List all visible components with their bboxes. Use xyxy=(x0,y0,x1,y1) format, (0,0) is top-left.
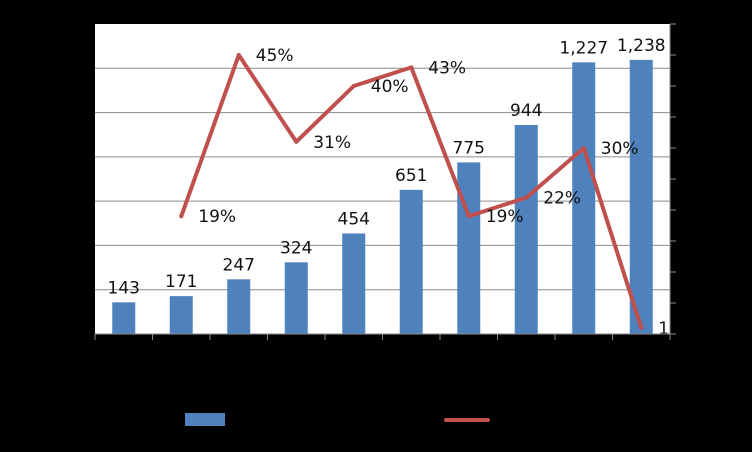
line-point xyxy=(639,325,644,330)
bar-data-label: 454 xyxy=(338,209,370,229)
bar xyxy=(514,124,538,334)
line-data-label: 43% xyxy=(428,58,466,78)
bar-data-label: 143 xyxy=(108,278,140,298)
line-data-label: 31% xyxy=(313,133,351,153)
bar xyxy=(629,59,653,334)
bar-data-label: 944 xyxy=(510,101,542,121)
legend xyxy=(185,413,490,426)
bar-data-label: 324 xyxy=(280,238,312,258)
line-data-label: 1 xyxy=(658,319,669,339)
line-point xyxy=(236,53,241,57)
bar-data-label: 1,238 xyxy=(617,36,666,56)
line-data-label: 30% xyxy=(601,139,639,159)
bar-data-label: 171 xyxy=(165,272,197,292)
line-data-label: 19% xyxy=(486,207,524,227)
bar xyxy=(112,302,136,334)
line-data-label: 19% xyxy=(198,207,236,227)
bar xyxy=(572,62,596,335)
legend-swatch-bar xyxy=(185,413,225,426)
bar-series xyxy=(112,59,653,335)
line-point xyxy=(466,214,471,219)
line-data-label: 22% xyxy=(543,189,581,209)
line-point xyxy=(409,65,414,70)
line-point xyxy=(581,146,586,150)
line-point xyxy=(524,195,529,200)
bar-data-label: 775 xyxy=(453,138,485,158)
bar xyxy=(342,233,366,334)
line-series xyxy=(179,53,644,330)
bar xyxy=(399,189,423,334)
line-data-label: 40% xyxy=(371,77,409,97)
bar xyxy=(227,279,251,334)
line-point xyxy=(294,139,299,144)
axes xyxy=(94,23,676,340)
line-point xyxy=(351,84,356,88)
bar xyxy=(169,296,193,334)
bar-data-label: 247 xyxy=(223,255,255,275)
bar-data-label: 651 xyxy=(395,166,427,186)
line-data-label: 45% xyxy=(256,46,294,66)
line-data-labels: 19% 45% 31% 40% 43% 19% 22% 30% 1 xyxy=(198,46,669,339)
bar xyxy=(284,262,308,334)
line-point xyxy=(179,214,184,219)
bar xyxy=(457,162,481,334)
bar-data-label: 1,227 xyxy=(559,38,608,58)
bar-data-labels: 143 171 247 324 454 651 775 944 1,227 1,238 xyxy=(108,36,666,298)
